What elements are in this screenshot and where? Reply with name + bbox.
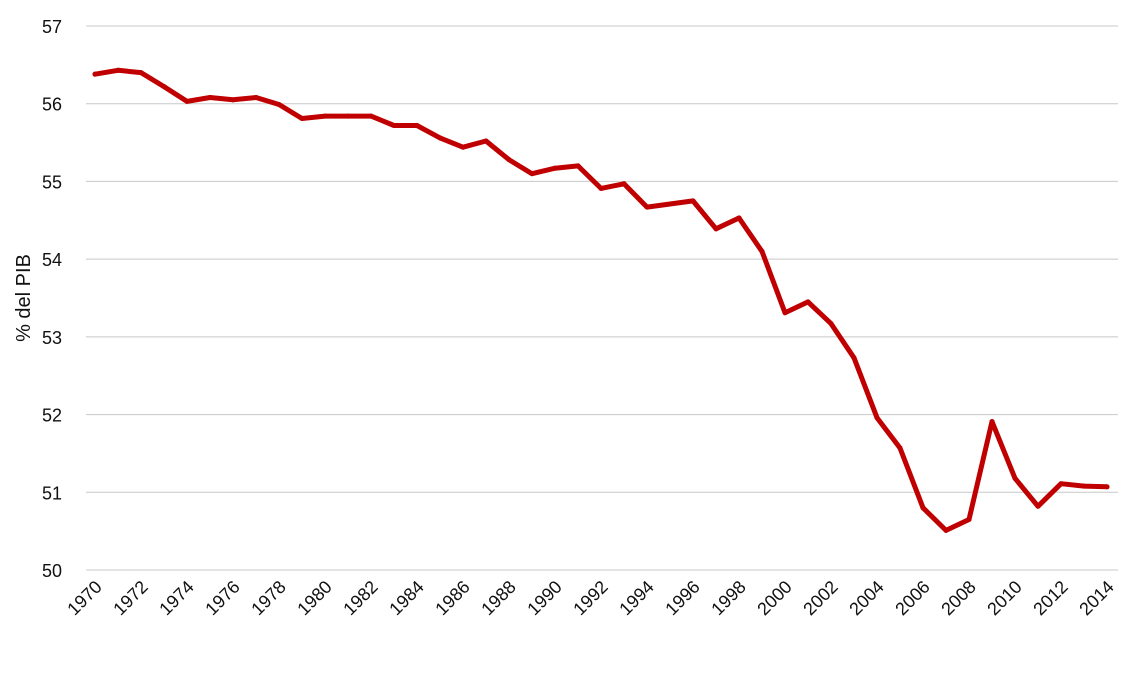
data-point [391,122,397,128]
data-point [138,70,144,76]
y-axis-title: % del PIB [13,254,35,342]
data-point [414,122,420,128]
data-point [1035,503,1041,509]
data-point [483,138,489,144]
x-tick-label: 2000 [753,577,795,619]
data-point [1104,484,1110,490]
x-tick-label: 2006 [891,577,933,619]
data-point [161,84,167,90]
data-point [437,135,443,141]
data-point [667,201,673,207]
x-tick-label: 1974 [155,577,197,619]
y-tick-label: 52 [42,406,62,426]
y-tick-label: 56 [42,95,62,115]
data-point [759,248,765,254]
data-point [529,171,535,177]
data-point [230,97,236,103]
data-point [621,181,627,187]
x-tick-label: 1978 [247,577,289,619]
data-point [1058,481,1064,487]
data-point [805,299,811,305]
x-tick-label: 1994 [615,577,657,619]
data-point [782,310,788,316]
x-tick-label: 2012 [1029,577,1071,619]
x-tick-label: 2014 [1075,577,1117,619]
x-tick-label: 1982 [339,577,381,619]
y-tick-label: 53 [42,328,62,348]
data-point [322,113,328,119]
x-tick-label: 2010 [983,577,1025,619]
x-tick-label: 1988 [477,577,519,619]
data-point [897,445,903,451]
x-tick-label: 1972 [109,577,151,619]
x-tick-label: 2002 [799,577,841,619]
data-point [276,101,282,107]
data-point [1081,483,1087,489]
x-axis-tick-labels: 1970 1972 1974 1976 1978 1980 1982 1984 1986 1988… [63,577,1117,619]
data-point [575,163,581,169]
y-tick-label: 55 [42,172,62,192]
data-point [713,226,719,232]
data-point [598,185,604,191]
data-point [299,115,305,121]
data-point [1012,475,1018,481]
data-point [115,67,121,73]
data-point [943,527,949,533]
x-tick-label: 1992 [569,577,611,619]
x-tick-label: 1976 [201,577,243,619]
data-point [368,113,374,119]
data-point [851,355,857,361]
data-point [506,157,512,163]
data-point [690,198,696,204]
data-point [345,113,351,119]
data-point [460,144,466,150]
x-tick-label: 1970 [63,577,105,619]
data-point [920,505,926,511]
gridlines [86,25,1118,571]
data-point [828,321,834,327]
data-point [736,215,742,221]
x-tick-label: 1990 [523,577,565,619]
data-point [92,71,98,77]
data-point [966,516,972,522]
data-point [207,94,213,100]
x-tick-label: 1996 [661,577,703,619]
x-tick-label: 1980 [293,577,335,619]
series-line-0 [92,67,1110,533]
y-tick-label: 51 [42,483,62,503]
x-tick-label: 2004 [845,577,887,619]
data-point [989,419,995,425]
data-point [644,204,650,210]
y-tick-label: 57 [42,17,62,37]
y-tick-label: 50 [42,561,62,581]
series-layer [92,67,1110,533]
x-tick-label: 1986 [431,577,473,619]
y-axis-tick-labels: 50 51 52 53 54 55 56 57 [42,17,62,581]
data-point [552,165,558,171]
data-point [874,415,880,421]
y-tick-label: 54 [42,250,62,270]
x-tick-label: 1984 [385,577,427,619]
x-tick-label: 2008 [937,577,979,619]
data-point [184,98,190,104]
x-tick-label: 1998 [707,577,749,619]
data-point [253,94,259,100]
